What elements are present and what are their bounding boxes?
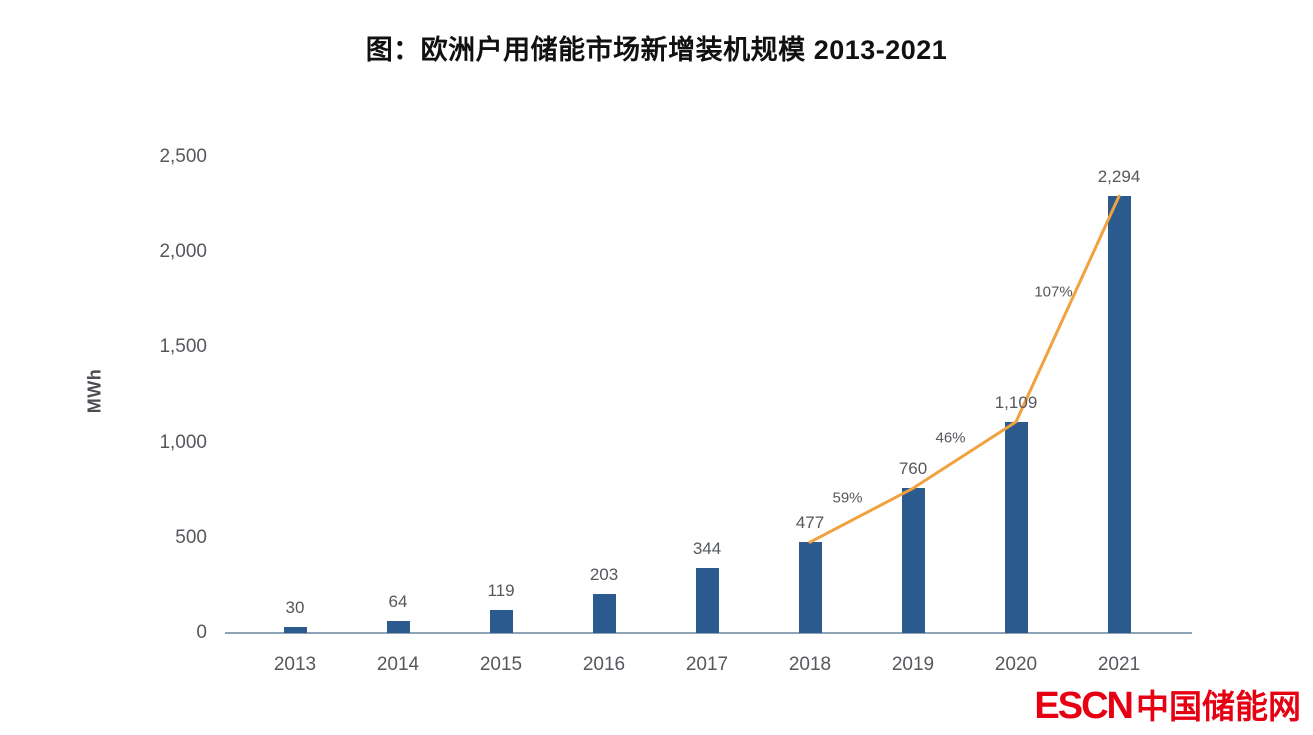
y-axis-title: MWh	[84, 368, 105, 414]
y-tick-label: 500	[175, 526, 207, 548]
x-tick-label: 2016	[582, 654, 626, 675]
value-label: 30	[285, 598, 305, 618]
growth-percent-label: 59%	[832, 489, 863, 507]
growth-percent-label: 46%	[935, 429, 966, 447]
x-tick-label: 2021	[1097, 654, 1141, 675]
y-tick-label: 2,500	[159, 146, 207, 167]
escn-logo-text: ESCN	[1034, 685, 1134, 727]
x-tick-label: 2015	[479, 654, 523, 675]
escn-logo: ESCN 中国储能网	[1034, 687, 1301, 725]
bar-2018	[798, 542, 822, 633]
bar-2020	[1004, 421, 1028, 633]
value-label: 344	[692, 538, 722, 558]
x-tick-label: 2017	[685, 654, 729, 675]
bar-2021	[1107, 196, 1131, 633]
chart-title: 图：欧洲户用储能市场新增装机规模 2013-2021	[365, 35, 948, 65]
bar-2014	[386, 620, 410, 633]
value-label: 1,109	[994, 392, 1038, 412]
value-label: 760	[898, 459, 928, 479]
value-label: 203	[589, 565, 619, 585]
value-label: 2,294	[1097, 167, 1141, 187]
y-tick-label: 1,500	[159, 336, 207, 358]
x-tick-label: 2020	[994, 654, 1038, 675]
value-label: 477	[795, 513, 825, 533]
bar-2015	[489, 610, 513, 633]
y-tick-label: 0	[196, 622, 207, 643]
x-tick-label: 2018	[788, 654, 832, 675]
y-tick-label: 2,000	[159, 241, 207, 263]
bar-2013	[283, 627, 307, 633]
value-label: 119	[487, 581, 515, 601]
x-tick-label: 2013	[273, 654, 317, 675]
bar-2017	[695, 567, 719, 633]
x-tick-label: 2019	[891, 654, 935, 675]
growth-percent-label: 107%	[1034, 283, 1073, 301]
escn-logo-chinese: 中国储能网	[1136, 688, 1301, 725]
y-tick-label: 1,000	[159, 431, 207, 453]
bar-2019	[901, 488, 925, 633]
value-label: 64	[388, 591, 408, 611]
bar-2016	[592, 594, 616, 633]
x-tick-label: 2014	[376, 654, 420, 675]
x-axis-line	[225, 632, 1192, 634]
